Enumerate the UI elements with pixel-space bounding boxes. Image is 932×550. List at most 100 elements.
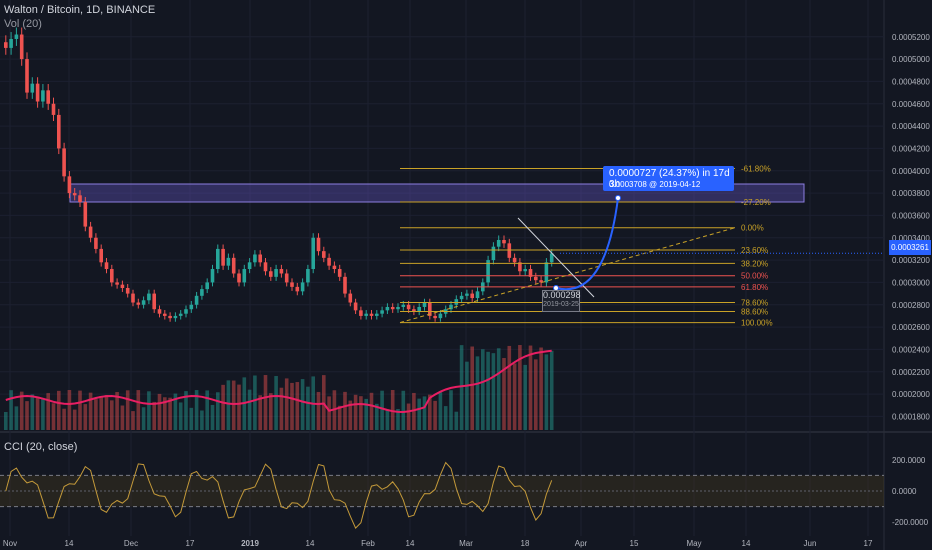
candle-body	[449, 304, 453, 310]
candle-body	[216, 248, 220, 270]
candle-body	[375, 313, 379, 316]
time-tick-label: May	[686, 539, 701, 548]
candle-body	[396, 306, 400, 310]
candle-body	[184, 309, 188, 314]
volume-bar	[518, 345, 522, 430]
candle-body	[433, 315, 437, 319]
volume-legend: Vol (20)	[4, 18, 42, 30]
candle-body	[422, 302, 427, 307]
candle-body	[316, 237, 321, 252]
volume-bar	[443, 406, 448, 430]
volume-bar	[316, 391, 321, 430]
price-tick-label: 0.0003600	[892, 211, 930, 220]
volume-bar	[173, 393, 178, 430]
candle-body	[502, 239, 506, 244]
candle-body	[163, 313, 167, 316]
cci-legend: CCI (20, close)	[4, 441, 78, 453]
candle-body	[115, 282, 119, 285]
candle-body	[78, 195, 82, 203]
volume-bar	[194, 390, 199, 430]
price-tick-label: 0.0003800	[892, 189, 930, 198]
volume-bar	[449, 390, 453, 430]
volume-bar	[470, 346, 474, 430]
volume-bar	[41, 398, 45, 430]
volume-bar	[67, 390, 72, 430]
candle-body	[14, 34, 19, 39]
candle-body	[284, 273, 289, 283]
price-tick-label: 0.0003400	[892, 234, 930, 243]
fib-level-label: 78.60%	[741, 299, 768, 308]
cci-tick-label: 200.0000	[892, 456, 926, 465]
candle-body	[178, 313, 183, 316]
candle-body	[465, 293, 469, 296]
candle-body	[131, 293, 135, 303]
candle-body	[295, 286, 300, 292]
volume-bar	[306, 386, 310, 430]
volume-bar	[263, 375, 268, 430]
candle-body	[157, 309, 162, 314]
volume-bar	[157, 393, 162, 430]
volume-bar	[30, 394, 35, 430]
candle-body	[417, 306, 421, 312]
volume-bar	[46, 393, 50, 430]
candle-body	[221, 248, 225, 266]
volume-bar	[502, 358, 506, 430]
volume-bar	[343, 391, 347, 430]
volume-bar	[253, 375, 257, 430]
candle-body	[337, 269, 342, 277]
cci-tick-label: -200.0000	[892, 518, 929, 527]
volume-bar	[491, 353, 496, 430]
volume-bar	[57, 390, 61, 430]
candle-body	[428, 302, 432, 316]
candle-body	[507, 243, 512, 258]
volume-bar	[226, 380, 231, 430]
candle-body	[385, 306, 390, 311]
price-tick-label: 0.0004600	[892, 100, 930, 109]
candle-body	[258, 254, 262, 263]
time-tick-label: 14	[406, 539, 415, 548]
volume-bar	[125, 390, 130, 430]
candle-body	[269, 271, 273, 277]
volume-bar	[375, 403, 379, 430]
candle-body	[231, 257, 236, 274]
volume-bar	[481, 349, 485, 430]
candle-body	[141, 300, 146, 305]
candle-body	[290, 282, 294, 287]
candle-body	[51, 103, 56, 115]
time-tick-label: 17	[864, 539, 873, 548]
volume-bar	[168, 397, 172, 430]
volume-bar	[401, 390, 406, 430]
candle-body	[348, 293, 353, 303]
fib-level-label: 50.00%	[741, 272, 768, 281]
volume-bar	[385, 409, 390, 430]
candle-body	[512, 257, 517, 263]
candle-body	[210, 269, 215, 283]
volume-bar	[433, 400, 437, 430]
candle-body	[406, 304, 411, 310]
volume-bar	[152, 401, 156, 430]
candle-body	[306, 269, 310, 283]
volume-bar	[94, 399, 98, 430]
candle-body	[189, 304, 194, 310]
candle-body	[57, 114, 61, 149]
volume-bar	[528, 345, 533, 430]
fib-level-label: 0.00%	[741, 224, 764, 233]
candle-body	[539, 280, 543, 283]
volume-bar	[549, 350, 554, 430]
candle-body	[136, 302, 141, 305]
candle-body	[322, 251, 326, 258]
candle-body	[523, 269, 527, 272]
candle-body	[544, 262, 549, 283]
time-tick-label: Nov	[3, 539, 17, 548]
volume-bar	[507, 345, 512, 430]
price-tick-label: 0.0005200	[892, 33, 930, 42]
candle-body	[30, 83, 35, 93]
candle-body	[62, 148, 66, 177]
volume-bar	[200, 410, 204, 430]
current-price-tag: 0.0003261	[889, 240, 931, 255]
volume-bar	[9, 390, 13, 430]
candle-body	[72, 193, 77, 196]
candle-body	[454, 299, 459, 305]
volume-bar	[465, 361, 469, 430]
